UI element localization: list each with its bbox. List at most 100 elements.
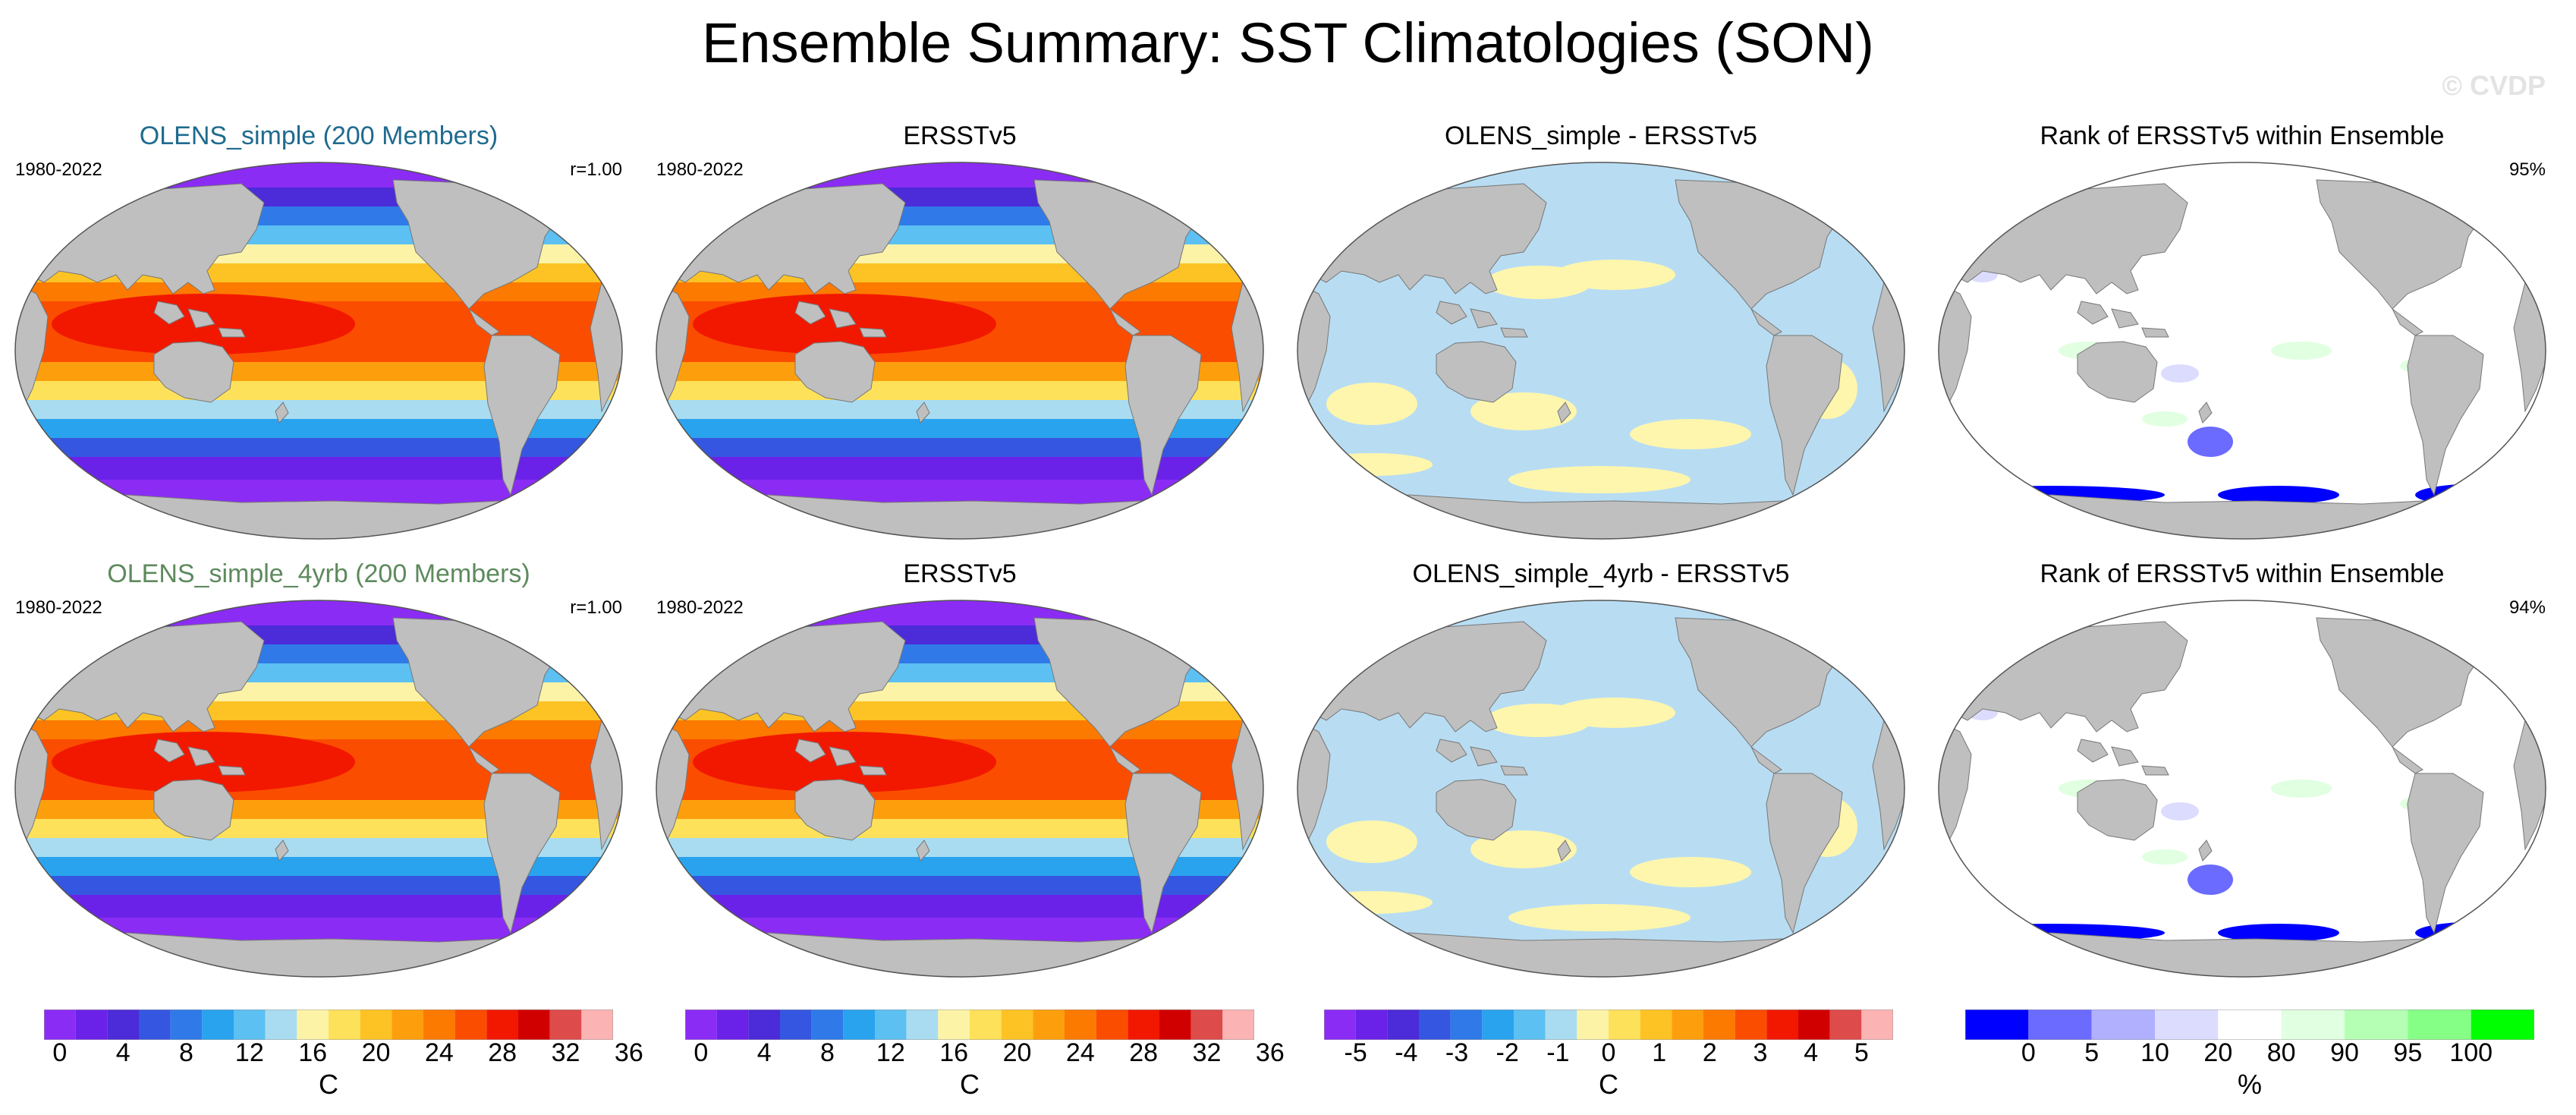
rank-percent-label: 94% (2508, 597, 2546, 618)
colorbar-swatch (1033, 1009, 1065, 1040)
sst-band (656, 625, 1263, 644)
colorbar-tick-label: 8 (820, 1038, 835, 1067)
rank-high-patch (2142, 849, 2188, 865)
sst-band (656, 282, 1263, 301)
diff-positive-patch (1508, 904, 1691, 931)
colorbar-tick-label: 28 (488, 1038, 517, 1067)
map-field (15, 162, 622, 539)
colorbar-swatch (486, 1009, 518, 1040)
rank-high-patch (2142, 411, 2188, 427)
diff-positive-patch (1508, 466, 1691, 493)
colorbar-unit: C (319, 1069, 338, 1100)
colorbar-tick-label: 36 (1255, 1038, 1285, 1067)
colorbar-swatch (1735, 1009, 1767, 1040)
difference-map (1297, 162, 1905, 540)
colorbar-tick-label: 80 (2266, 1038, 2296, 1067)
map-field (1297, 162, 1904, 539)
colorbar-swatch (549, 1009, 582, 1040)
colorbar-tick-label: 20 (2203, 1038, 2233, 1067)
colorbar-swatch (423, 1009, 455, 1040)
diff-positive-patch (1326, 383, 1417, 425)
colorbar-swatch (1419, 1009, 1451, 1040)
colorbar-tick-label: 32 (1192, 1038, 1222, 1067)
sst-map (14, 162, 623, 540)
difference-map (1297, 600, 1905, 978)
colorbar-tick-label: 0 (694, 1038, 709, 1067)
colorbar-swatch (906, 1009, 939, 1040)
colorbar-tick-label: 8 (179, 1038, 193, 1067)
colorbar-swatch (170, 1009, 203, 1040)
sst-band (15, 438, 622, 457)
colorbar-swatches (44, 1009, 613, 1040)
panel-title: ERSSTv5 (903, 559, 1017, 588)
period-label: 1980-2022 (15, 597, 102, 618)
colorbar-swatch (2028, 1009, 2092, 1040)
panel-title: OLENS_simple - ERSSTv5 (1445, 121, 1757, 150)
panel-title: ERSSTv5 (903, 121, 1017, 150)
rank-extreme-low-patch (2218, 486, 2339, 504)
panel-difference: OLENS_simple_4yrb - ERSSTv5 (1282, 559, 1920, 1045)
diff-positive-patch (1326, 821, 1417, 863)
colorbar-swatch (1159, 1009, 1191, 1040)
map-field (1939, 162, 2546, 539)
sst-band (656, 162, 1263, 187)
sst-band (15, 457, 622, 480)
panel-title: Rank of ERSSTv5 within Ensemble (2040, 121, 2445, 150)
panel-title: Rank of ERSSTv5 within Ensemble (2040, 559, 2445, 588)
sst-band (656, 457, 1263, 480)
colorbar-swatch (297, 1009, 329, 1040)
panel-difference: OLENS_simple - ERSSTv5 (1282, 121, 1920, 607)
colorbar-swatch (1640, 1009, 1672, 1040)
period-label: 1980-2022 (656, 159, 744, 180)
rank-low-patch (2188, 865, 2233, 895)
colorbar-swatch (518, 1009, 550, 1040)
correlation-label: r=1.00 (570, 159, 622, 180)
colorbar-tick-label: 12 (876, 1038, 905, 1067)
sst-colorbar: 0 4 8 12 16 20 24 28 32 36 C (44, 1009, 643, 1108)
sst-band (15, 187, 622, 206)
globe-outline (656, 600, 1264, 978)
panel-ersstv5: ERSSTv5 1980-2022 (641, 121, 1279, 607)
colorbar-swatch (1672, 1009, 1703, 1040)
colorbar-tick-label: 95 (2393, 1038, 2423, 1067)
sst-band (656, 895, 1263, 918)
colorbar-tick-label: 0 (52, 1038, 68, 1067)
sst-band (15, 600, 622, 625)
rank-percent-label: 95% (2508, 159, 2546, 180)
colorbar-tick-label: -4 (1395, 1038, 1418, 1067)
rank-high-patch (2271, 342, 2332, 360)
colorbar-swatch (2281, 1009, 2345, 1040)
period-label: 1980-2022 (15, 159, 102, 180)
colorbar-swatch (2471, 1009, 2534, 1040)
sst-band (15, 720, 622, 739)
colorbar-swatch (392, 1009, 423, 1040)
colorbar-swatch (2218, 1009, 2282, 1040)
colorbar-tick-label: 4 (115, 1038, 131, 1067)
globe-outline (656, 162, 1264, 540)
colorbar-swatch (1001, 1009, 1033, 1040)
panel-rank: Rank of ERSSTv5 within Ensemble 95% (1923, 121, 2561, 607)
colorbar-tick-label: 16 (298, 1038, 328, 1067)
colorbar-swatch (107, 1009, 139, 1040)
colorbar-tick-label: 2 (1702, 1038, 1717, 1067)
colorbar-swatch (1514, 1009, 1546, 1040)
colorbar-swatch (454, 1009, 487, 1040)
colorbar-swatch (360, 1009, 392, 1040)
colorbar-tick-label: 16 (939, 1038, 969, 1067)
colorbar-tick-label: -3 (1445, 1038, 1469, 1067)
rank-extreme-low-patch (2218, 924, 2339, 942)
colorbar-tick-label: 36 (614, 1038, 643, 1067)
panel-olens-simple-4yrb: OLENS_simple_4yrb (200 Members) 1980-202… (0, 559, 637, 1045)
colorbar-swatch (1545, 1009, 1577, 1040)
colorbar-tick-label: 1 (1652, 1038, 1667, 1067)
colorbar-swatch (1482, 1009, 1514, 1040)
colorbar-tick-label: 100 (2449, 1038, 2493, 1067)
rank-map (1938, 162, 2546, 540)
colorbar-swatch (1829, 1009, 1862, 1040)
colorbar-tick-label: 3 (1753, 1038, 1768, 1067)
diff-positive-patch (1630, 419, 1751, 449)
colorbar-tick-label: 5 (2084, 1038, 2099, 1067)
colorbar-tick-label: 0 (2021, 1038, 2036, 1067)
colorbar-swatch (1065, 1009, 1096, 1040)
sst-map (14, 600, 623, 978)
